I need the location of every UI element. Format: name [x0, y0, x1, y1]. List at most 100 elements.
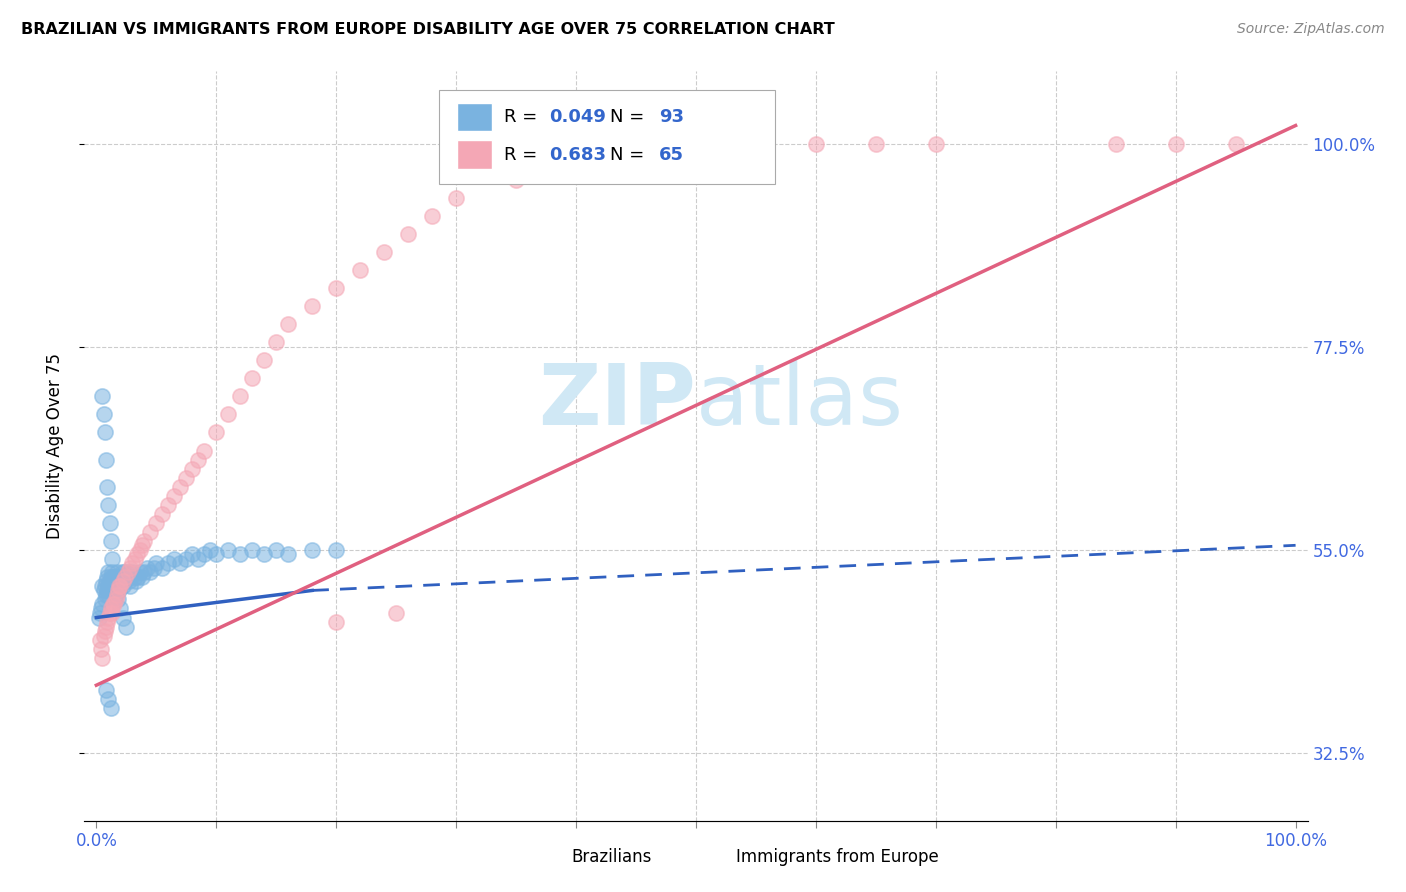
Point [127, 570, 149, 584]
Point [100, 700, 122, 714]
Point [110, 579, 132, 593]
Point [865, 136, 887, 151]
Point [100, 601, 122, 615]
Point [89, 633, 111, 648]
Point [94, 452, 117, 467]
Point [87, 610, 110, 624]
Point [396, 227, 419, 241]
Text: R =: R = [503, 108, 543, 126]
Text: Immigrants from Europe: Immigrants from Europe [737, 848, 939, 866]
Text: R =: R = [503, 145, 543, 163]
Point [103, 570, 125, 584]
Point [97, 610, 120, 624]
Point [90, 601, 112, 615]
Point [1225, 136, 1247, 151]
Point [93, 592, 117, 607]
Point [163, 489, 186, 503]
Point [229, 547, 252, 561]
Point [111, 579, 134, 593]
Point [97, 691, 120, 706]
Point [134, 533, 156, 548]
Point [111, 574, 134, 589]
Point [110, 601, 132, 615]
Text: atlas: atlas [696, 359, 904, 442]
Point [145, 516, 167, 530]
Point [104, 588, 127, 602]
Point [150, 561, 173, 575]
Y-axis label: Disability Age Over 75: Disability Age Over 75 [45, 353, 63, 539]
Point [100, 570, 122, 584]
Point [145, 557, 167, 571]
Point [385, 606, 408, 620]
Point [264, 542, 287, 557]
Point [107, 592, 129, 607]
Point [277, 317, 299, 331]
Point [108, 574, 131, 589]
Point [98, 574, 121, 589]
Point [101, 574, 124, 589]
Point [121, 557, 143, 571]
Point [101, 552, 124, 566]
Point [163, 552, 186, 566]
Point [98, 516, 121, 530]
Point [110, 579, 132, 593]
Point [139, 524, 162, 539]
Point [107, 579, 129, 593]
Text: ZIP: ZIP [538, 359, 696, 442]
Point [125, 574, 148, 589]
Point [115, 619, 138, 633]
Point [745, 145, 768, 160]
Point [93, 629, 115, 643]
Point [565, 163, 588, 178]
Point [253, 353, 276, 368]
Text: 65: 65 [659, 145, 685, 163]
Point [124, 570, 146, 584]
Point [444, 191, 467, 205]
Point [134, 566, 156, 580]
Point [804, 136, 827, 151]
Point [187, 452, 209, 467]
Point [97, 588, 120, 602]
Point [96, 480, 118, 494]
Point [217, 408, 239, 422]
Point [1164, 136, 1187, 151]
Point [98, 583, 121, 598]
Point [181, 461, 204, 475]
Point [108, 583, 131, 598]
Point [142, 561, 165, 575]
Point [94, 574, 117, 589]
Point [131, 570, 153, 584]
Point [96, 570, 118, 584]
Point [101, 570, 124, 584]
Point [118, 579, 141, 593]
Point [103, 583, 125, 598]
Point [93, 624, 117, 638]
Point [105, 588, 128, 602]
Point [150, 507, 173, 521]
Point [101, 583, 124, 598]
Point [240, 371, 263, 385]
Point [111, 610, 134, 624]
Text: Brazilians: Brazilians [571, 848, 651, 866]
Point [169, 557, 191, 571]
Point [112, 566, 135, 580]
Point [505, 172, 527, 186]
Point [114, 570, 136, 584]
Point [325, 281, 347, 295]
Point [181, 547, 204, 561]
Point [104, 570, 127, 584]
Point [93, 583, 115, 598]
Point [124, 552, 146, 566]
Point [169, 480, 191, 494]
Point [349, 263, 371, 277]
Point [97, 579, 120, 593]
Point [157, 557, 180, 571]
Point [105, 574, 128, 589]
Point [110, 574, 132, 589]
Point [111, 570, 134, 584]
Point [107, 583, 129, 598]
Point [301, 542, 323, 557]
Point [104, 579, 127, 593]
Point [100, 579, 122, 593]
Point [193, 547, 215, 561]
